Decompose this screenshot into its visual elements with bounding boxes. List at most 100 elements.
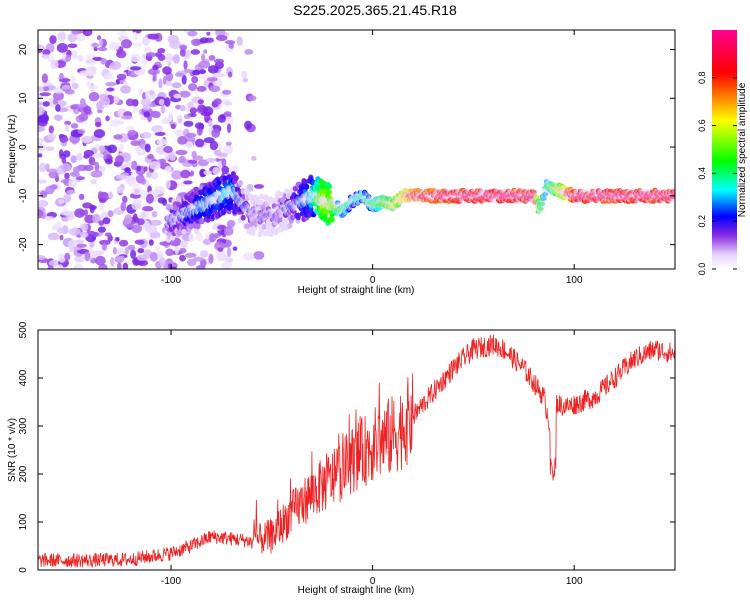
heatmap-ridge-cell xyxy=(237,180,243,186)
heatmap-noise-cell xyxy=(211,128,221,138)
heatmap-noise-cell xyxy=(46,168,58,173)
heatmap-noise-cell xyxy=(48,259,60,267)
heatmap-noise-cell xyxy=(145,193,154,204)
heatmap-noise-cell xyxy=(244,49,254,55)
heatmap-noise-cell xyxy=(165,165,172,173)
heatmap-noise-cell xyxy=(175,149,188,156)
heatmap-ridge-cell xyxy=(250,229,256,236)
snr-panel: -100 0 100 0 100 200 300 400 500 Height of strai… xyxy=(7,321,676,596)
heatmap-noise-cell xyxy=(170,123,176,130)
heatmap-noise-cell xyxy=(159,158,167,166)
heatmap-noise-cell xyxy=(43,86,50,92)
heatmap-noise-cell xyxy=(59,149,64,158)
heatmap-noise-cell xyxy=(229,165,240,173)
heatmap-noise-cell xyxy=(52,225,58,231)
heatmap-noise-cell xyxy=(44,216,55,221)
heatmap-noise-cell xyxy=(179,254,186,262)
heatmap-noise-cell xyxy=(70,123,79,129)
heatmap-noise-cell xyxy=(172,54,180,64)
heatmap-ridge-cell xyxy=(199,218,205,225)
heatmap-noise-cell xyxy=(38,209,44,219)
snr-xtick-label: -100 xyxy=(161,576,181,587)
heatmap-noise-cell xyxy=(90,178,97,185)
heatmap-noise-cell xyxy=(144,46,152,54)
heatmap-noise-cell xyxy=(117,30,128,37)
heatmap-ridge-cell xyxy=(170,234,176,241)
heatmap-noise-cell xyxy=(59,72,64,80)
heatmap-noise-cell xyxy=(112,247,117,255)
heatmap-noise-cell xyxy=(48,125,54,134)
heatmap-noise-cell xyxy=(38,153,43,158)
heatmap-noise-cell xyxy=(110,61,122,70)
heatmap-cells xyxy=(38,30,675,269)
heatmap-noise-cell xyxy=(81,135,93,144)
heatmap-noise-cell xyxy=(180,169,191,179)
heatmap-noise-cell xyxy=(117,255,125,261)
heatmap-noise-cell xyxy=(174,129,185,136)
heatmap-noise-cell xyxy=(179,247,187,254)
heatmap-noise-cell xyxy=(171,170,183,180)
heatmap-noise-cell xyxy=(79,231,89,238)
heatmap-noise-cell xyxy=(64,124,70,133)
heatmap-noise-cell xyxy=(225,141,232,146)
heatmap-noise-cell xyxy=(158,99,165,106)
heatmap-noise-cell xyxy=(116,73,127,81)
heatmap-noise-cell xyxy=(109,119,122,127)
heatmap-noise-cell xyxy=(187,30,198,37)
heatmap-noise-cell xyxy=(158,78,163,89)
heatmap-ridge-cell xyxy=(195,223,201,230)
heatmap-noise-cell xyxy=(225,40,236,45)
heatmap-ridge-cell xyxy=(220,209,227,216)
heatmap-noise-cell xyxy=(60,163,72,172)
heatmap-noise-cell xyxy=(140,189,147,200)
heatmap-noise-cell xyxy=(56,227,65,234)
heatmap-noise-cell xyxy=(93,129,106,138)
heatmap-noise-cell xyxy=(251,156,257,161)
snr-ylabel: SNR (10 * v/v) xyxy=(7,418,18,482)
heatmap-noise-cell xyxy=(76,152,83,161)
heatmap-noise-cell xyxy=(138,87,144,96)
heatmap-noise-cell xyxy=(132,31,138,41)
colorbar-tick-label: 0.6 xyxy=(697,119,707,132)
heatmap-noise-cell xyxy=(214,73,226,78)
heatmap-noise-cell xyxy=(78,113,89,122)
heatmap-noise-cell xyxy=(163,145,173,154)
heatmap-noise-cell xyxy=(142,206,154,212)
heatmap-ridge-cell xyxy=(181,229,187,235)
heatmap-noise-cell xyxy=(223,144,233,155)
heatmap-noise-cell xyxy=(121,39,132,49)
heatmap-ridge-cell xyxy=(304,183,310,190)
heatmap-noise-cell xyxy=(208,119,213,127)
heatmap-noise-cell xyxy=(66,189,76,195)
heatmap-noise-cell xyxy=(221,165,230,175)
heatmap-noise-cell xyxy=(168,111,174,122)
heatmap-noise-cell xyxy=(149,251,158,262)
snr-xtick-label: 0 xyxy=(370,576,376,587)
heatmap-noise-cell xyxy=(242,77,249,83)
heatmap-noise-cell xyxy=(63,193,72,203)
heatmap-noise-cell xyxy=(192,69,201,76)
heatmap-noise-cell xyxy=(124,167,131,173)
heatmap-noise-cell xyxy=(74,255,85,263)
heatmap-noise-cell xyxy=(57,199,65,205)
heatmap-noise-cell xyxy=(70,155,77,164)
heatmap-noise-cell xyxy=(39,190,48,198)
heatmap-noise-cell xyxy=(183,180,193,185)
heatmap-noise-cell xyxy=(169,151,176,161)
heatmap-noise-cell xyxy=(102,217,111,225)
heatmap-noise-cell xyxy=(242,252,255,261)
heatmap-ridge-cell xyxy=(322,188,328,195)
heatmap-noise-cell xyxy=(177,135,188,145)
heatmap-ridge-cell xyxy=(329,216,335,223)
heatmap-noise-cell xyxy=(120,85,132,94)
heatmap-noise-cell xyxy=(115,237,120,242)
heatmap-noise-cell xyxy=(199,168,207,178)
heatmap-noise-cell xyxy=(221,261,233,269)
heatmap-noise-cell xyxy=(91,161,97,166)
heatmap-noise-cell xyxy=(152,64,159,71)
heatmap-noise-cell xyxy=(144,143,151,153)
heatmap-noise-cell xyxy=(41,54,49,59)
heatmap-noise-cell xyxy=(67,43,78,49)
heatmap-noise-cell xyxy=(199,250,209,258)
